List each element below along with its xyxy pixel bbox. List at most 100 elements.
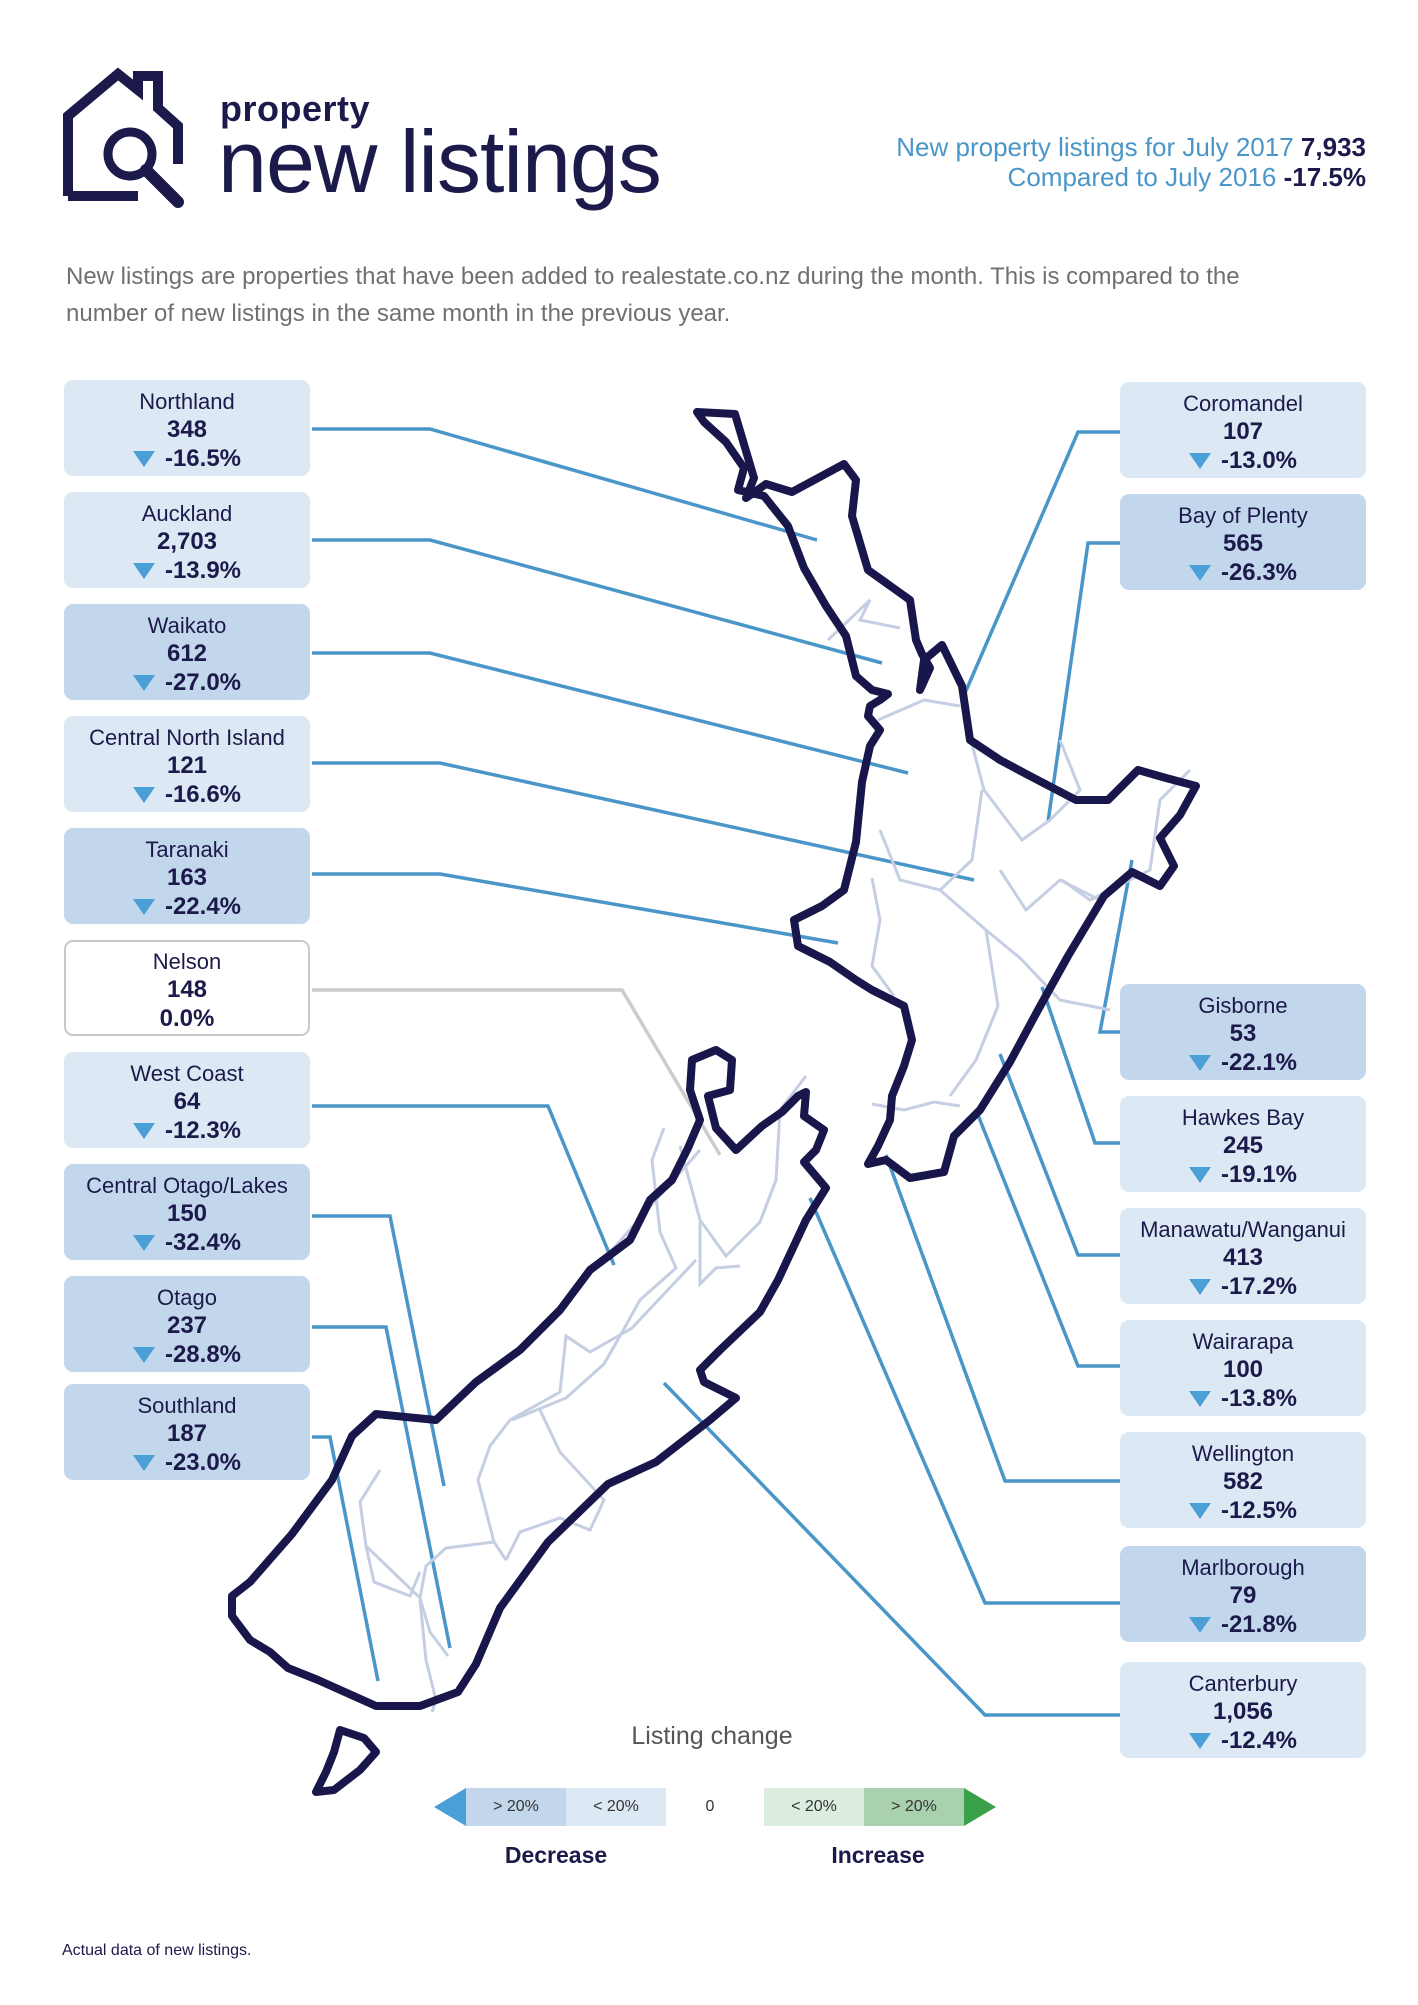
region-card-northland: Northland 348 -16.5%	[64, 380, 310, 476]
down-triangle-icon	[132, 1235, 155, 1251]
leader-manawatu	[998, 1053, 1120, 1257]
leader-bay-of-plenty	[1046, 541, 1120, 823]
leader-auckland	[312, 538, 883, 665]
region-name: Taranaki	[145, 837, 229, 862]
region-change: -17.2%	[1120, 1272, 1366, 1302]
region-change: -27.0%	[64, 668, 310, 698]
region-name: Hawkes Bay	[1181, 1105, 1305, 1130]
footnote: Actual data of new listings.	[62, 1942, 252, 1959]
region-value: 64	[173, 1088, 201, 1115]
region-value: 163	[166, 864, 208, 891]
legend-increase-label: Increase	[831, 1842, 925, 1868]
region-value: 107	[1222, 418, 1264, 445]
leader-coromandel	[960, 430, 1120, 701]
region-value: 148	[166, 976, 208, 1003]
region-card-central-north-island: Central North Island 121 -16.6%	[64, 716, 310, 812]
region-card-gisborne: Gisborne 53 -22.1%	[1120, 984, 1366, 1080]
down-triangle-icon	[1188, 1733, 1211, 1749]
intro-text: New listings are properties that have be…	[66, 263, 1240, 327]
legend-increase-under-20: < 20%	[764, 1788, 864, 1826]
down-triangle-icon	[1188, 453, 1211, 469]
region-change: -13.0%	[1120, 446, 1366, 476]
legend-decrease-arrow-icon	[434, 1788, 466, 1826]
region-name: West Coast	[130, 1061, 244, 1086]
region-name: Northland	[139, 389, 235, 414]
leader-wellington	[884, 1154, 1120, 1483]
region-value: 245	[1222, 1132, 1264, 1159]
region-card-nelson: Nelson 148 0.0%	[64, 940, 310, 1036]
leader-central-north-island	[312, 761, 975, 882]
region-borders	[358, 598, 1192, 1713]
region-change: -26.3%	[1120, 558, 1366, 588]
legend-decrease-over-20: > 20%	[466, 1788, 566, 1826]
leader-west-coast	[312, 1104, 616, 1266]
region-change: -32.4%	[64, 1228, 310, 1258]
down-triangle-icon	[1188, 1167, 1211, 1183]
down-triangle-icon	[1188, 1617, 1211, 1633]
down-triangle-icon	[132, 899, 155, 915]
leader-nelson	[312, 988, 722, 1156]
region-card-waikato: Waikato 612 -27.0%	[64, 604, 310, 700]
region-change: -21.8%	[1120, 1610, 1366, 1640]
region-value: 612	[166, 640, 208, 667]
down-triangle-icon	[132, 563, 155, 579]
region-card-west-coast: West Coast 64 -12.3%	[64, 1052, 310, 1148]
region-name: Marlborough	[1181, 1555, 1305, 1580]
region-name: Wairarapa	[1192, 1329, 1294, 1354]
summary-line1-value: 7,933	[1300, 132, 1366, 162]
region-name: Auckland	[141, 501, 233, 526]
region-card-central-otago-lakes: Central Otago/Lakes 150 -32.4%	[64, 1164, 310, 1260]
leader-southland	[312, 1435, 380, 1682]
region-value: 237	[166, 1312, 208, 1339]
down-triangle-icon	[1188, 1279, 1211, 1295]
legend-increase-arrow-icon	[964, 1788, 996, 1826]
house-magnifier-icon	[63, 67, 184, 208]
down-triangle-icon	[132, 1347, 155, 1363]
leader-central-otago	[312, 1214, 446, 1487]
region-card-coromandel: Coromandel 107 -13.0%	[1120, 382, 1366, 478]
region-card-bay-of-plenty: Bay of Plenty 565 -26.3%	[1120, 494, 1366, 590]
region-value: 53	[1229, 1020, 1257, 1047]
region-change: -28.8%	[64, 1340, 310, 1370]
stewart-island	[312, 1726, 380, 1796]
down-triangle-icon	[132, 787, 155, 803]
region-name: Coromandel	[1183, 391, 1303, 416]
south-island	[228, 1046, 830, 1710]
region-change: 0.0%	[159, 1005, 215, 1032]
coastline	[228, 408, 1200, 1796]
region-card-canterbury: Canterbury 1,056 -12.4%	[1120, 1662, 1366, 1758]
down-triangle-icon	[1188, 565, 1211, 581]
summary-line2-text: Compared to July 2016	[1007, 162, 1277, 192]
region-value: 413	[1222, 1244, 1264, 1271]
region-value: 348	[166, 416, 208, 443]
down-triangle-icon	[1188, 1391, 1211, 1407]
region-name: Nelson	[152, 949, 222, 974]
region-change: -12.3%	[64, 1116, 310, 1146]
summary-line1-text: New property listings for July 2017	[896, 132, 1294, 162]
down-triangle-icon	[132, 1455, 155, 1471]
leader-canterbury	[662, 1381, 1120, 1717]
legend-decrease-label: Decrease	[504, 1842, 608, 1868]
region-card-wairarapa: Wairarapa 100 -13.8%	[1120, 1320, 1366, 1416]
legend-decrease-under-20: < 20%	[566, 1788, 666, 1826]
leader-waikato	[312, 651, 909, 775]
region-card-auckland: Auckland 2,703 -13.9%	[64, 492, 310, 588]
region-name: Wellington	[1191, 1441, 1295, 1466]
leader-taranaki	[312, 872, 839, 945]
region-name: Otago	[157, 1285, 217, 1310]
legend-increase-over-20: > 20%	[864, 1788, 964, 1826]
region-change: -23.0%	[64, 1448, 310, 1478]
region-card-marlborough: Marlborough 79 -21.8%	[1120, 1546, 1366, 1642]
region-card-taranaki: Taranaki 163 -22.4%	[64, 828, 310, 924]
summary-line2-value: -17.5%	[1283, 162, 1366, 192]
summary: New property listings for July 2017 7,93…	[896, 132, 1366, 192]
region-value: 150	[166, 1200, 208, 1227]
region-change: -13.9%	[64, 556, 310, 586]
legend-zero: 0	[705, 1798, 715, 1815]
region-change: -22.1%	[1120, 1048, 1366, 1078]
region-name: Gisborne	[1198, 993, 1288, 1018]
region-card-hawkes-bay: Hawkes Bay 245 -19.1%	[1120, 1096, 1366, 1192]
region-value: 187	[166, 1420, 208, 1447]
leader-otago	[312, 1325, 452, 1649]
